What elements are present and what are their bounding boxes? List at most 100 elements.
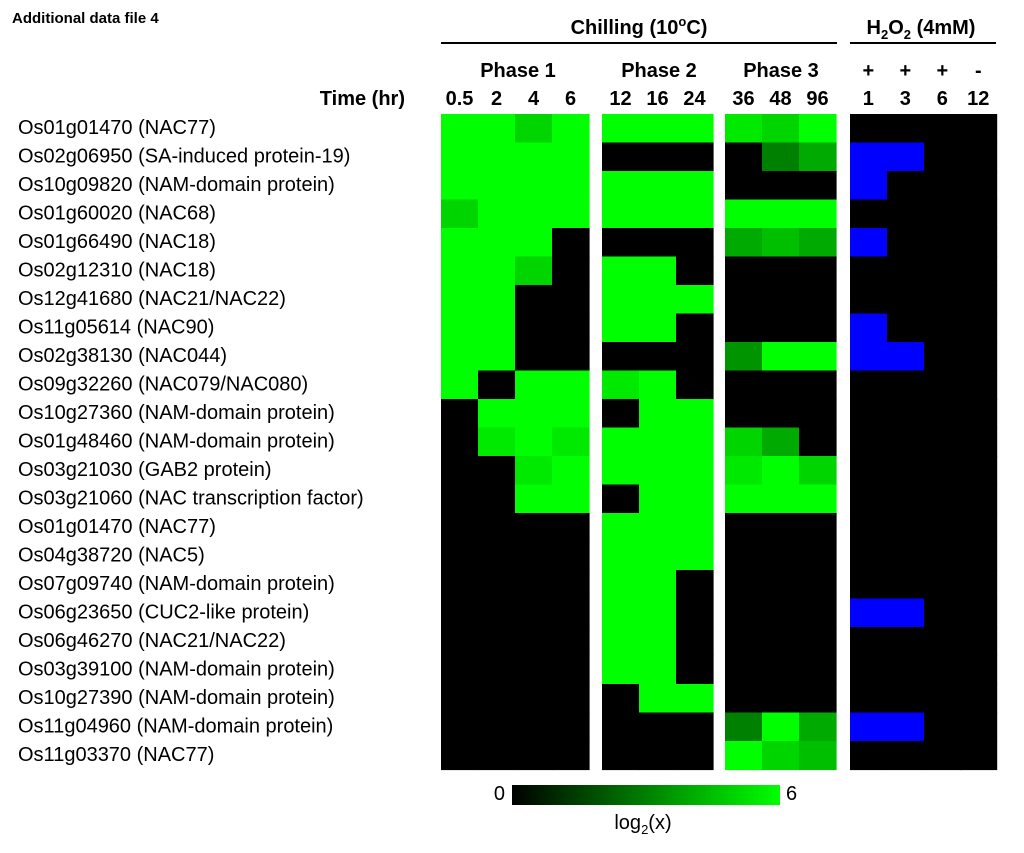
heatmap-cell	[799, 171, 837, 201]
phase-3-title: Phase 3	[743, 60, 819, 82]
heatmap-cell	[725, 142, 763, 172]
gene-label: Os06g46270 (NAC21/NAC22)	[18, 630, 286, 652]
heatmap-cell	[799, 370, 837, 400]
h2o2-cell	[960, 370, 998, 400]
gene-label: Os10g27390 (NAM-domain protein)	[18, 687, 335, 709]
heatmap-cell	[515, 370, 553, 400]
heatmap-cell	[515, 313, 553, 343]
heatmap-cell	[725, 456, 763, 486]
heatmap-cell	[762, 399, 800, 429]
h2o2-cell	[924, 456, 962, 486]
h2o2-sign-label: -	[975, 60, 982, 82]
heatmap-cell	[478, 114, 516, 144]
heatmap-cell	[799, 313, 837, 343]
time-tick-label: 0.5	[446, 88, 474, 110]
heatmap-cell	[478, 541, 516, 571]
h2o2-cell	[960, 684, 998, 714]
heatmap-cell	[762, 627, 800, 657]
heatmap-cell	[725, 513, 763, 543]
heatmap-cell	[676, 570, 714, 600]
h2o2-cell	[924, 199, 962, 229]
h2o2-sign-label: +	[899, 60, 911, 82]
h2o2-cell	[960, 313, 998, 343]
heatmap-cell	[676, 712, 714, 742]
heatmap-cell	[676, 598, 714, 628]
heatmap-cell	[441, 456, 479, 486]
heatmap-cell	[441, 627, 479, 657]
heatmap-cell	[478, 342, 516, 372]
heatmap-cell	[478, 456, 516, 486]
heatmap-cell	[639, 427, 677, 457]
heatmap-cell	[441, 114, 479, 144]
heatmap-cell	[515, 484, 553, 514]
heatmap-cell	[602, 171, 640, 201]
h2o2-cell	[850, 712, 888, 742]
h2o2-time-label: 12	[967, 88, 989, 110]
heatmap-cell	[478, 741, 516, 771]
h2o2-cell	[887, 114, 925, 144]
heatmap-cell	[676, 484, 714, 514]
h2o2-cell	[887, 684, 925, 714]
h2o2-cell	[960, 655, 998, 685]
h2o2-cell	[924, 570, 962, 600]
h2o2-cell	[850, 456, 888, 486]
heatmap-cell	[639, 655, 677, 685]
heatmap-cell	[799, 741, 837, 771]
h2o2-cell	[960, 456, 998, 486]
heatmap-cell	[799, 342, 837, 372]
gene-label: Os01g66490 (NAC18)	[18, 231, 216, 253]
heatmap-cell	[676, 171, 714, 201]
header-note: Additional data file 4	[12, 10, 159, 27]
heatmap-cell	[478, 570, 516, 600]
heatmap-cell	[552, 655, 590, 685]
heatmap-cell	[552, 313, 590, 343]
gene-label: Os06g23650 (CUC2-like protein)	[18, 602, 309, 624]
heatmap-cell	[441, 484, 479, 514]
time-tick-label: 16	[646, 88, 668, 110]
colorbar	[512, 785, 780, 805]
h2o2-cell	[850, 114, 888, 144]
heatmap-cell	[676, 655, 714, 685]
heatmap-cell	[676, 741, 714, 771]
heatmap-cell	[602, 370, 640, 400]
heatmap-cell	[478, 399, 516, 429]
h2o2-cell	[850, 684, 888, 714]
heatmap-cell	[676, 627, 714, 657]
heatmap-cell	[602, 655, 640, 685]
gene-label: Os03g39100 (NAM-domain protein)	[18, 659, 335, 681]
gene-label: Os01g01470 (NAC77)	[18, 516, 216, 538]
heatmap-cell	[602, 741, 640, 771]
heatmap-cell	[441, 570, 479, 600]
h2o2-cell	[960, 171, 998, 201]
heatmap-cell	[676, 684, 714, 714]
h2o2-cell	[850, 484, 888, 514]
time-tick-label: 96	[806, 88, 828, 110]
h2o2-cell	[960, 342, 998, 372]
h2o2-cell	[887, 513, 925, 543]
heatmap-cell	[762, 513, 800, 543]
h2o2-cell	[924, 484, 962, 514]
heatmap-cell	[676, 399, 714, 429]
heatmap-cell	[639, 513, 677, 543]
heatmap-cell	[639, 142, 677, 172]
heatmap-cell	[515, 598, 553, 628]
heatmap-cell	[725, 684, 763, 714]
heatmap-cell	[762, 228, 800, 258]
heatmap-cell	[478, 285, 516, 315]
gene-label: Os09g32260 (NAC079/NAC080)	[18, 374, 308, 396]
time-tick-label: 36	[732, 88, 754, 110]
h2o2-cell	[887, 285, 925, 315]
h2o2-cell	[960, 114, 998, 144]
h2o2-cell	[924, 399, 962, 429]
h2o2-cell	[850, 570, 888, 600]
heatmap-cell	[676, 541, 714, 571]
heatmap-cell	[602, 513, 640, 543]
heatmap-cell	[552, 684, 590, 714]
heatmap-cell	[725, 114, 763, 144]
heatmap-cell	[478, 712, 516, 742]
heatmap-cell	[799, 627, 837, 657]
h2o2-cell	[887, 228, 925, 258]
heatmap-cell	[639, 627, 677, 657]
heatmap-cell	[639, 399, 677, 429]
h2o2-cell	[850, 741, 888, 771]
